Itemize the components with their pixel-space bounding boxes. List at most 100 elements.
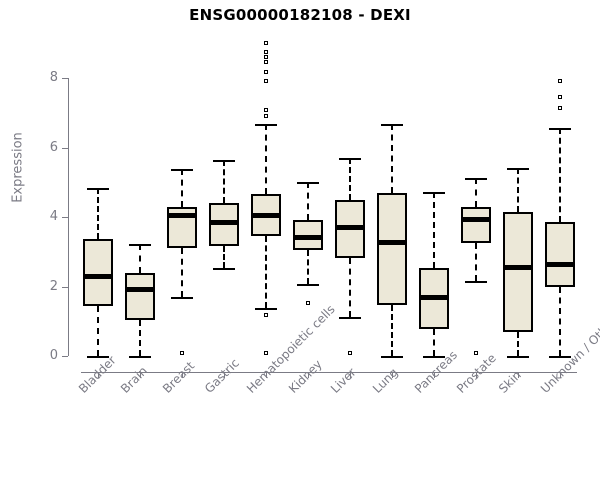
outlier-point — [264, 312, 268, 317]
outlier-point — [264, 79, 268, 84]
y-tick-mark — [62, 286, 68, 288]
outlier-point — [180, 350, 184, 355]
x-tick-mark — [518, 372, 519, 378]
y-axis-line — [68, 78, 69, 356]
whisker-lower — [391, 304, 393, 356]
x-tick-label: Brain — [118, 363, 151, 396]
whisker-cap-lower — [549, 356, 571, 358]
whisker-cap-lower — [381, 356, 403, 358]
y-tick-mark — [62, 78, 68, 79]
x-tick-label: Bladder — [76, 353, 119, 396]
x-tick-mark — [308, 372, 309, 378]
whisker-lower — [307, 250, 309, 285]
y-tick-label: 8 — [49, 70, 58, 85]
x-tick-label: Breast — [160, 358, 198, 396]
y-axis-label: Expression — [10, 132, 26, 203]
x-tick-label: Gastric — [202, 355, 242, 396]
x-tick-mark — [182, 372, 183, 378]
box-rect — [503, 212, 533, 332]
box-rect — [461, 206, 491, 244]
whisker-cap-lower — [297, 284, 319, 287]
whisker-cap-upper — [423, 191, 445, 194]
whisker-cap-lower — [465, 280, 487, 283]
box-rect — [545, 221, 575, 287]
y-tick-label: 0 — [49, 348, 58, 363]
whisker-cap-upper — [339, 157, 361, 160]
whisker-cap-lower — [129, 356, 151, 358]
outlier-point — [264, 70, 268, 75]
y-tick-mark — [62, 217, 68, 218]
x-tick-mark — [476, 372, 477, 378]
y-tick-label: 2 — [49, 278, 58, 294]
whisker-upper — [139, 244, 141, 273]
x-tick-mark — [560, 372, 561, 378]
whisker-lower — [559, 286, 561, 356]
median-line — [251, 212, 281, 218]
whisker-upper — [265, 123, 267, 195]
y-tick-mark — [62, 147, 68, 149]
median-line — [209, 220, 239, 226]
whisker-cap-lower — [171, 296, 193, 299]
whisker-upper — [181, 169, 183, 207]
x-tick-label: Kidney — [286, 357, 325, 396]
whisker-lower — [475, 243, 477, 281]
whisker-cap-lower — [87, 356, 109, 358]
x-tick-label: Liver — [328, 365, 359, 396]
whisker-cap-lower — [213, 268, 235, 271]
x-tick-mark — [434, 372, 435, 378]
whisker-cap-upper — [213, 160, 235, 162]
whisker-lower — [139, 319, 141, 356]
whisker-cap-upper — [297, 181, 319, 184]
outlier-point — [348, 350, 352, 355]
whisker-cap-upper — [507, 168, 529, 170]
outlier-point — [264, 350, 268, 355]
whisker-lower — [433, 328, 435, 356]
x-tick-mark — [350, 372, 351, 378]
x-tick-mark — [266, 372, 267, 378]
whisker-cap-lower — [423, 356, 445, 358]
y-tick-label: 6 — [49, 139, 58, 155]
whisker-upper — [517, 168, 519, 213]
median-line — [503, 264, 533, 270]
median-line — [167, 213, 197, 219]
whisker-upper — [391, 123, 393, 193]
outlier-point — [558, 95, 562, 100]
whisker-cap-upper — [171, 169, 193, 172]
outlier-point — [264, 49, 268, 54]
x-tick-mark — [392, 372, 393, 378]
outlier-point — [558, 79, 562, 84]
outlier-point — [264, 41, 268, 46]
outlier-point — [264, 55, 268, 60]
median-line — [377, 239, 407, 245]
whisker-cap-upper — [381, 123, 403, 126]
whisker-cap-upper — [129, 244, 151, 247]
whisker-upper — [349, 157, 351, 200]
median-line — [293, 234, 323, 240]
median-line — [83, 274, 113, 280]
whisker-upper — [475, 178, 477, 207]
box-rect — [83, 238, 113, 306]
y-tick-label: 4 — [49, 209, 58, 224]
whisker-lower — [97, 305, 99, 356]
x-tick-mark — [140, 372, 141, 378]
whisker-cap-upper — [465, 178, 487, 181]
outlier-point — [264, 60, 268, 64]
whisker-upper — [97, 188, 99, 239]
whisker-cap-upper — [255, 123, 277, 126]
outlier-point — [264, 107, 268, 112]
x-tick-mark — [224, 372, 225, 378]
chart-title: ENSG00000182108 - DEXI — [189, 6, 411, 24]
x-tick-label: Prostate — [454, 351, 499, 396]
whisker-cap-upper — [87, 188, 109, 191]
box-rect — [377, 193, 407, 305]
median-line — [125, 287, 155, 293]
whisker-lower — [181, 248, 183, 297]
whisker-cap-lower — [339, 317, 361, 320]
median-line — [419, 295, 449, 301]
whisker-lower — [349, 258, 351, 318]
y-tick-mark — [62, 356, 68, 357]
outlier-point — [474, 350, 478, 355]
whisker-cap-lower — [507, 356, 529, 358]
whisker-lower — [265, 236, 267, 309]
x-tick-mark — [98, 372, 99, 378]
